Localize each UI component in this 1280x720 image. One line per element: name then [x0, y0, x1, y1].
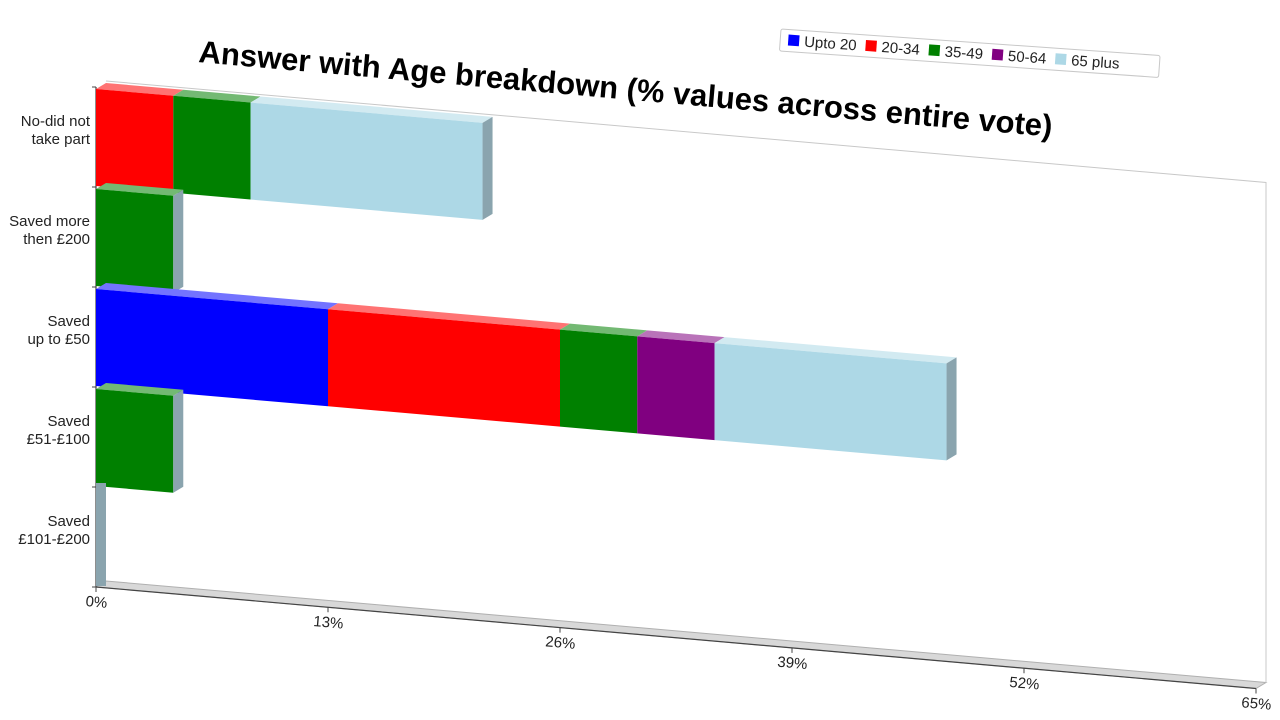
bar-empty-edge — [96, 483, 106, 586]
floor-plane — [94, 580, 1268, 690]
legend-label[interactable]: 35-49 — [944, 43, 983, 63]
legend-label[interactable]: 65 plus — [1071, 52, 1120, 72]
legend-label[interactable]: 50-64 — [1007, 48, 1046, 68]
category-label: Saved £101-£200 — [18, 513, 90, 548]
bar-end-cap — [482, 116, 493, 220]
x-tick-label: 26% — [545, 633, 576, 653]
category-label: Saved more then £200 — [9, 213, 90, 248]
bar-top-65-plus — [250, 96, 493, 123]
bar-segment-50-64[interactable] — [637, 336, 715, 441]
category-label: Saved £51-£100 — [27, 413, 90, 448]
x-axis-ticks: 0% 13% 26% 39% 52% 65% — [85, 587, 1272, 714]
x-tick-label: 0% — [85, 593, 108, 612]
bar-segment-35-49[interactable] — [173, 95, 251, 200]
category-labels: No-did not take part Saved more then £200 Sa… — [9, 113, 91, 548]
legend-swatch — [1054, 53, 1067, 65]
bar-segment-35-49[interactable] — [96, 189, 174, 293]
bar-segment-20-34[interactable] — [96, 89, 174, 193]
bar-end-cap — [173, 189, 184, 293]
category-label: No-did not take part — [21, 113, 91, 148]
bar-segment-65-plus[interactable] — [714, 343, 947, 461]
legend: Upto 20 20-34 35-49 50-64 65 plus — [779, 28, 1161, 78]
legend-label[interactable]: Upto 20 — [804, 34, 858, 55]
bar-top-upto-20 — [96, 283, 338, 310]
bar-top-35-49 — [173, 89, 261, 103]
bar-top-35-49 — [560, 323, 648, 337]
bar-top-50-64 — [637, 330, 725, 344]
legend-swatch — [991, 48, 1004, 61]
bar-top-20-34 — [328, 303, 570, 330]
legend-label[interactable]: 20-34 — [881, 39, 920, 59]
x-tick-label: 52% — [1009, 674, 1040, 694]
chart-floor — [94, 580, 1268, 690]
bar-segment-35-49[interactable] — [560, 329, 638, 434]
bar-top-65-plus — [714, 337, 957, 364]
bar-segment-20-34[interactable] — [328, 309, 560, 427]
back-wall-outline — [105, 80, 1267, 683]
x-tick-label: 13% — [313, 613, 344, 633]
legend-swatch — [865, 39, 877, 52]
bar-top-35-49 — [96, 383, 184, 396]
x-tick-label: 65% — [1241, 694, 1272, 714]
bars-layer — [96, 83, 957, 586]
bar-top-20-34 — [96, 83, 184, 96]
legend-swatch — [787, 34, 800, 47]
legend-swatch — [928, 44, 941, 57]
category-label: Saved up to £50 — [27, 313, 90, 348]
x-tick-label: 39% — [777, 654, 808, 674]
bar-end-cap — [946, 357, 957, 461]
bar-segment-65-plus[interactable] — [250, 102, 483, 220]
x-axis-line — [95, 586, 1257, 690]
bar-segment-upto-20[interactable] — [96, 289, 328, 407]
bar-top-35-49 — [96, 183, 184, 196]
bar-segment-35-49[interactable] — [96, 389, 174, 493]
bar-end-cap — [173, 389, 184, 493]
